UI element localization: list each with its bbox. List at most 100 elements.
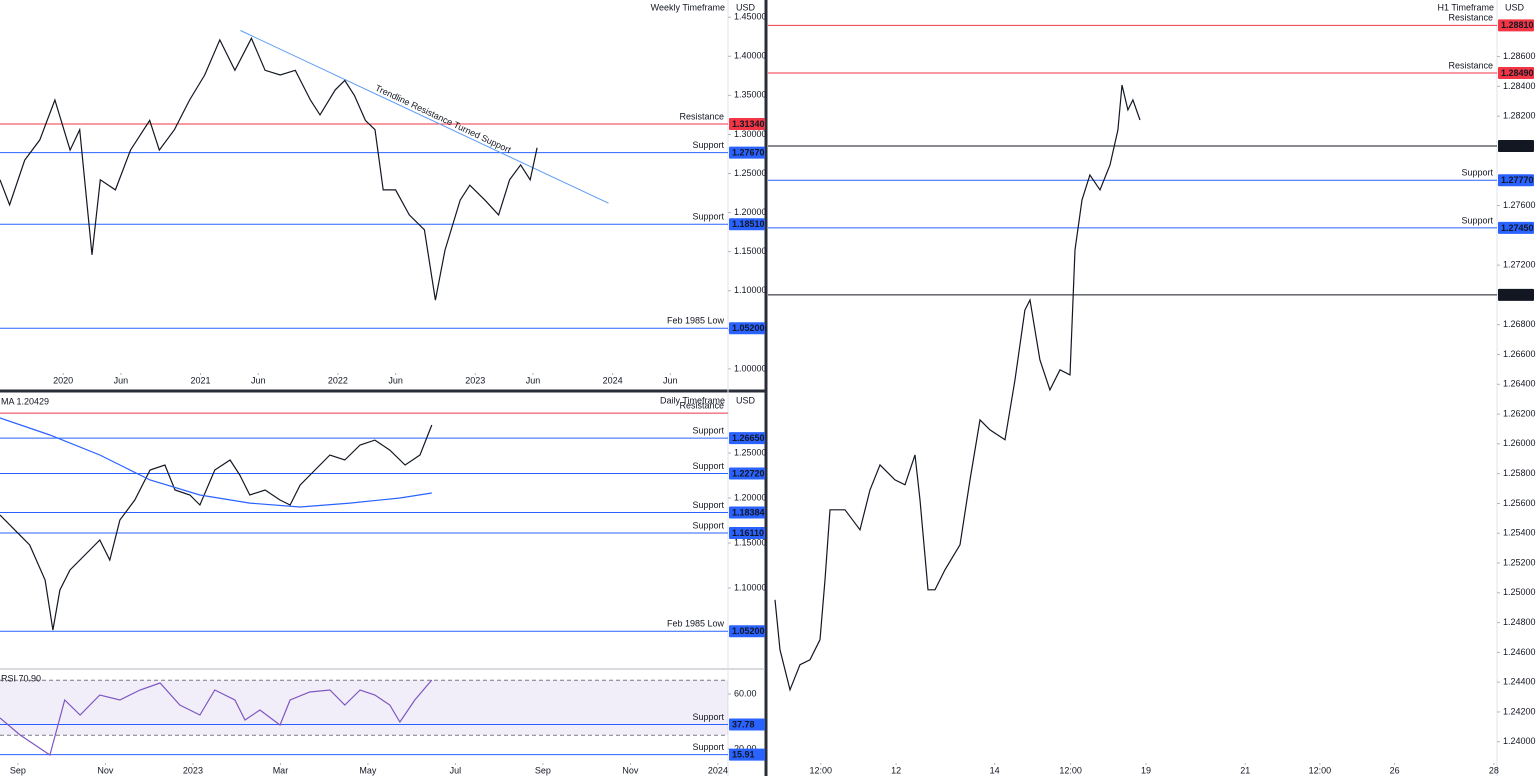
- level-label: Support: [1461, 168, 1493, 178]
- x-tick-label: May: [359, 765, 377, 775]
- indicator-label: MA 1.20429: [1, 396, 49, 406]
- price-badge: [729, 748, 765, 761]
- price-badge-label: 1.28000: [1501, 141, 1534, 151]
- y-tick-label: 1.27600: [1503, 200, 1536, 210]
- level-label: Support: [692, 212, 724, 222]
- y-tick-label: 1.24000: [1503, 736, 1536, 746]
- x-tick-label: Jun: [388, 375, 403, 385]
- y-tick-label: 1.24800: [1503, 617, 1536, 627]
- y-tick-label: 1.40000: [734, 51, 767, 61]
- price-badge-label: 1.05200: [732, 323, 765, 333]
- price-badge-label: 1.26650: [732, 433, 765, 443]
- x-tick-label: 2024: [603, 375, 623, 385]
- y-tick-label: 1.10000: [734, 285, 767, 295]
- y-tick-label: 1.24400: [1503, 677, 1536, 687]
- price-badge: [729, 322, 765, 335]
- y-tick-label: 1.25000: [734, 447, 767, 457]
- price-badge: [729, 467, 765, 480]
- y-tick-label: 1.26600: [1503, 349, 1536, 359]
- price-badge: [1498, 19, 1534, 32]
- x-tick-label: 12: [891, 765, 901, 775]
- x-tick-label: Nov: [97, 765, 114, 775]
- price-badge-label: 1.27000: [1501, 290, 1534, 300]
- y-tick-label: 1.26200: [1503, 408, 1536, 418]
- x-tick-label: Sep: [535, 765, 551, 775]
- y-tick-label: 1.25000: [734, 168, 767, 178]
- x-tick-label: Jun: [663, 375, 678, 385]
- x-tick-label: 12:00: [1309, 765, 1332, 775]
- x-tick-label: 12:00: [809, 765, 832, 775]
- y-tick-label: 1.25000: [1503, 587, 1536, 597]
- level-label: Support: [1461, 215, 1493, 225]
- currency-label: USD: [736, 2, 756, 12]
- x-tick-label: Jul: [450, 765, 462, 775]
- level-label: Support: [692, 520, 724, 530]
- indicator-label: RSI 70.90: [1, 673, 41, 683]
- level-label: Feb 1985 Low: [667, 316, 725, 326]
- y-tick-label: 60.00: [734, 688, 757, 698]
- y-tick-label: 1.15000: [734, 537, 767, 547]
- y-tick-label: 1.15000: [734, 246, 767, 256]
- price-line: [0, 679, 433, 756]
- y-tick-label: 1.28200: [1503, 111, 1536, 121]
- price-badge: [729, 117, 765, 130]
- price-badge-label: 1.05200: [732, 626, 765, 636]
- level-label: Resistance: [1448, 13, 1493, 23]
- price-badge-label: 1.18384: [732, 507, 765, 517]
- price-line: [0, 424, 433, 631]
- price-badge: [729, 432, 765, 445]
- price-badge: [729, 506, 765, 519]
- y-tick-label: 1.00000: [734, 363, 767, 373]
- level-label: Support: [692, 712, 724, 722]
- price-badge-label: 1.22720: [732, 468, 765, 478]
- y-tick-label: 1.24200: [1503, 706, 1536, 716]
- timeframe-title: H1 Timeframe: [1437, 2, 1494, 12]
- currency-label: USD: [736, 395, 756, 405]
- price-line: [0, 36, 538, 301]
- price-line: [774, 84, 1141, 692]
- x-tick-label: Sep: [10, 765, 26, 775]
- x-tick-label: 19: [1141, 765, 1151, 775]
- price-badge-label: 1.27670: [732, 148, 765, 158]
- level-label: Support: [692, 742, 724, 752]
- timeframe-title: Daily Timeframe: [660, 395, 725, 405]
- x-tick-label: 2021: [191, 375, 211, 385]
- price-badge-label: 1.28810: [1501, 20, 1534, 30]
- price-badge-label: 1.31340: [732, 119, 765, 129]
- y-tick-label: 1.28600: [1503, 51, 1536, 61]
- x-tick-label: 2022: [328, 375, 348, 385]
- x-tick-label: 2023: [465, 375, 485, 385]
- price-badge: [729, 218, 765, 231]
- price-badge-label: 1.18510: [732, 219, 765, 229]
- level-label: Resistance: [1448, 60, 1493, 70]
- price-badge-label: 1.16110: [732, 528, 764, 538]
- level-label: Support: [692, 426, 724, 436]
- x-tick-label: 2023: [183, 765, 203, 775]
- y-tick-label: 1.26800: [1503, 319, 1536, 329]
- trendline: [240, 30, 609, 204]
- price-badge-label: 1.28490: [1501, 68, 1534, 78]
- level-label: Support: [692, 461, 724, 471]
- y-tick-label: 1.20000: [734, 207, 767, 217]
- price-badge-label: 1.27770: [1501, 175, 1534, 185]
- price-badge: [729, 718, 765, 731]
- x-tick-label: Nov: [622, 765, 639, 775]
- level-label: Resistance: [679, 400, 724, 410]
- price-badge: [1498, 288, 1534, 301]
- y-tick-label: 1.25400: [1503, 528, 1536, 538]
- x-tick-label: Jun: [251, 375, 266, 385]
- rsi-band: [0, 680, 728, 736]
- y-tick-label: 1.25600: [1503, 498, 1536, 508]
- y-tick-label: 1.25200: [1503, 557, 1536, 567]
- y-tick-label: 20.00: [734, 743, 757, 753]
- x-tick-label: 2024: [708, 765, 728, 775]
- x-tick-label: Jun: [114, 375, 129, 385]
- price-badge-label: 15.91: [732, 749, 755, 759]
- x-tick-label: 2020: [53, 375, 73, 385]
- price-badge: [729, 625, 765, 638]
- y-tick-label: 1.24600: [1503, 647, 1536, 657]
- y-tick-label: 1.26000: [1503, 438, 1536, 448]
- x-tick-label: Mar: [273, 765, 289, 775]
- y-tick-label: 1.26400: [1503, 379, 1536, 389]
